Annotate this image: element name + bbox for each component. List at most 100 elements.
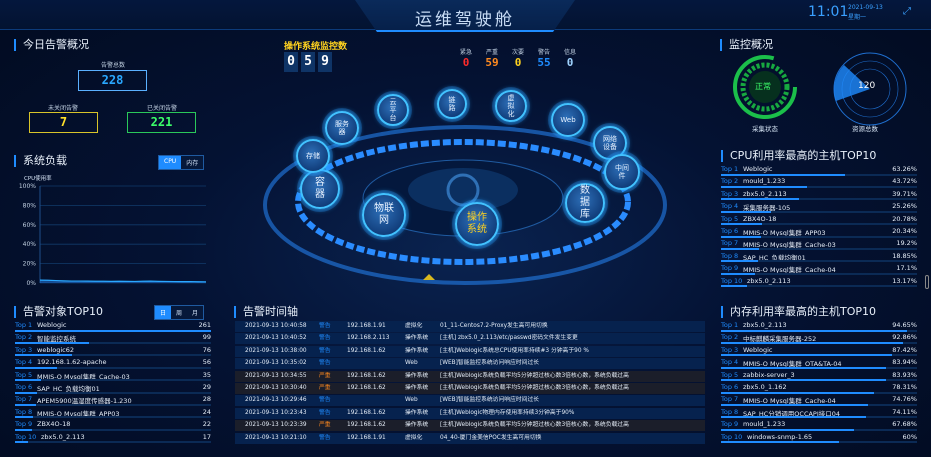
item-name: ZBX4O-18 — [37, 420, 71, 429]
timeline-type: 虚拟化 — [405, 323, 423, 329]
list-item[interactable]: Top 2 智能监控系统 99 — [15, 333, 211, 345]
list-item[interactable]: Top 7 MMIS-O Mysql集群_Cache-03 19.2% — [721, 239, 917, 251]
rank-label: Top 3 — [721, 345, 739, 354]
timeline-row[interactable]: 2021-09-13 10:29:46 警告 Web [WEB]智能监控系统访问响应时… — [235, 395, 705, 407]
category-0[interactable]: 云平台 — [377, 94, 409, 126]
timeline-row[interactable]: 2021-09-13 10:40:52 警告 192.168.2.113 操作系统 [主… — [235, 333, 705, 345]
category-9[interactable]: 容器 — [300, 169, 340, 209]
cpu-top-title: CPU利用率最高的主机TOP10 — [721, 150, 876, 162]
bar-track — [15, 428, 211, 431]
timeline-row[interactable]: 2021-09-13 10:30:40 严重 192.168.1.62 操作系统 [主机… — [235, 383, 705, 394]
timeline-level: 警告 — [319, 323, 331, 329]
bar-track — [15, 441, 211, 444]
rank-label: Top 1 — [15, 321, 33, 329]
timeline-row[interactable]: 2021-09-13 10:21:10 警告 192.168.1.91 虚拟化 04_4… — [235, 432, 705, 444]
category-7[interactable]: 操作系统 — [455, 202, 499, 246]
item-value: 74.76% — [892, 395, 917, 404]
list-item[interactable]: Top 10 zbx5.0_2.113 17 — [15, 433, 211, 445]
list-item[interactable]: Top 4 采集服务器-105 25.26% — [721, 202, 917, 214]
category-2[interactable]: 虚拟化 — [495, 90, 527, 122]
clock-date: 2021-09-13 — [848, 4, 883, 11]
list-item[interactable]: Top 5 zabbix-server_3 83.93% — [721, 371, 917, 383]
timeline-desc: [主机]Weblogic系统负载平均5分钟超过核心数3倍核心数，系统负载过高 — [440, 385, 629, 391]
list-item[interactable]: Top 8 SAP_HC_负载均衡01 18.85% — [721, 252, 917, 264]
list-item[interactable]: Top 5 MMIS-O Mysql集群_Cache-03 35 — [15, 371, 211, 383]
list-item[interactable]: Top 3 zbx5.0_2.113 39.71% — [721, 190, 917, 202]
item-value: 261 — [198, 321, 211, 329]
timeline-row[interactable]: 2021-09-13 10:23:39 严重 192.168.1.62 操作系统 [主机… — [235, 420, 705, 432]
list-item[interactable]: Top 2 mould_1.233 43.72% — [721, 177, 917, 189]
list-item[interactable]: Top 8 MMIS-O Mysql集群_APP03 24 — [15, 408, 211, 420]
list-item[interactable]: Top 4 MMIS-O Mysql集群_OTA&TA-04 83.94% — [721, 358, 917, 370]
bar-fill — [721, 366, 886, 369]
list-item[interactable]: Top 7 MMIS-O Mysql集群_Cache-04 74.76% — [721, 395, 917, 407]
bar-track — [721, 428, 917, 431]
bar-fill — [721, 272, 755, 275]
tab-week[interactable]: 周 — [171, 306, 188, 319]
timeline-level: 严重 — [319, 385, 331, 391]
list-item[interactable]: Top 2 中标麒麟采集服务器-252 92.86% — [721, 333, 917, 345]
tab-cpu[interactable]: CPU — [159, 156, 182, 169]
list-item[interactable]: Top 3 Weblogic 87.42% — [721, 346, 917, 358]
expand-icon[interactable]: ⤢ — [903, 6, 911, 17]
rank-label: Top 10 — [721, 276, 743, 285]
category-3[interactable]: Web — [551, 103, 585, 137]
category-10[interactable]: 存储 — [296, 139, 330, 173]
timeline-row[interactable]: 2021-09-13 10:34:55 严重 192.168.1.62 操作系统 [主机… — [235, 370, 705, 382]
list-item[interactable]: Top 3 weblogic62 76 — [15, 346, 211, 358]
chart-ylabel: CPU使用率 — [24, 176, 52, 182]
scrollbar[interactable] — [925, 275, 929, 289]
list-item[interactable]: Top 1 Weblogic 261 — [15, 321, 211, 333]
item-name: mould_1.233 — [743, 177, 786, 186]
list-item[interactable]: Top 7 APEM5900温湿度传感器-1.230 28 — [15, 395, 211, 407]
timeline-row[interactable]: 2021-09-13 10:35:02 警告 Web [WEB]智能监控系统访问响应时… — [235, 358, 705, 370]
bar-track — [15, 341, 211, 344]
category-1[interactable]: 链路 — [437, 89, 467, 119]
item-value: 20.78% — [892, 214, 917, 223]
y-tick-label: 100% — [19, 183, 36, 190]
list-item[interactable]: Top 9 MMIS-O Mysql集群_Cache-04 17.1% — [721, 264, 917, 276]
rank-label: Top 1 — [721, 321, 739, 329]
list-item[interactable]: Top 1 zbx5.0_2.113 94.65% — [721, 321, 917, 333]
alarm-overview-title: 今日告警概况 — [14, 39, 89, 51]
bar-track — [15, 391, 211, 394]
bar-fill — [721, 210, 771, 213]
alarm-top-title: 告警对象TOP10 — [14, 306, 103, 318]
list-item[interactable]: Top 9 mould_1.233 67.68% — [721, 420, 917, 432]
list-item[interactable]: Top 10 windows-snmp-1.65 60% — [721, 433, 917, 445]
category-11[interactable]: 服务器 — [325, 111, 359, 145]
category-5[interactable]: 中间件 — [604, 154, 640, 190]
list-item[interactable]: Top 6 zbx5.0_1.162 78.31% — [721, 383, 917, 395]
timeline-row[interactable]: 2021-09-13 10:23:43 警告 192.168.1.62 操作系统 [主机… — [235, 407, 705, 419]
bar-track — [15, 416, 211, 419]
rank-label: Top 2 — [15, 333, 33, 342]
category-8[interactable]: 物联网 — [362, 193, 406, 237]
category-6[interactable]: 数据库 — [565, 183, 605, 223]
timeline-type: 操作系统 — [405, 347, 429, 354]
bar-fill — [721, 173, 845, 176]
bar-fill — [15, 416, 34, 419]
list-item[interactable]: Top 10 zbx5.0_2.113 13.17% — [721, 277, 917, 289]
tab-memory[interactable]: 内存 — [181, 156, 204, 169]
level-label: 严重 — [485, 49, 498, 56]
bar-fill — [721, 354, 893, 357]
tab-day[interactable]: 日 — [155, 306, 172, 319]
bar-fill — [15, 379, 42, 382]
list-item[interactable]: Top 6 SAP_HC_负载均衡01 29 — [15, 383, 211, 395]
item-name: zbx5.0_2.113 — [743, 189, 787, 198]
timeline-title: 告警时间轴 — [234, 306, 298, 318]
timeline-row[interactable]: 2021-09-13 10:38:00 警告 192.168.1.62 操作系统 [主机… — [235, 345, 705, 357]
list-item[interactable]: Top 8 SAP_HC分销调用OCCAPI接口04 74.11% — [721, 408, 917, 420]
list-item[interactable]: Top 1 Weblogic 63.26% — [721, 165, 917, 177]
list-item[interactable]: Top 9 ZBX4O-18 22 — [15, 420, 211, 432]
list-item[interactable]: Top 6 MMIS-O Mysql集群_APP03 20.34% — [721, 227, 917, 239]
list-item[interactable]: Top 5 ZBX4O-18 20.78% — [721, 215, 917, 227]
collect-status-value: 正常 — [755, 82, 771, 91]
timeline-row[interactable]: 2021-09-13 10:40:58 警告 192.168.1.91 虚拟化 01_1… — [235, 321, 705, 332]
bar-fill — [721, 198, 799, 201]
item-name: Weblogic — [743, 165, 773, 173]
category-ring — [263, 125, 667, 285]
tab-month[interactable]: 月 — [187, 306, 204, 319]
timeline-desc: 01_11-Centos7.2-Proxy发生高可用切换 — [440, 323, 548, 329]
list-item[interactable]: Top 4 192.168.1.62-apache 56 — [15, 358, 211, 370]
